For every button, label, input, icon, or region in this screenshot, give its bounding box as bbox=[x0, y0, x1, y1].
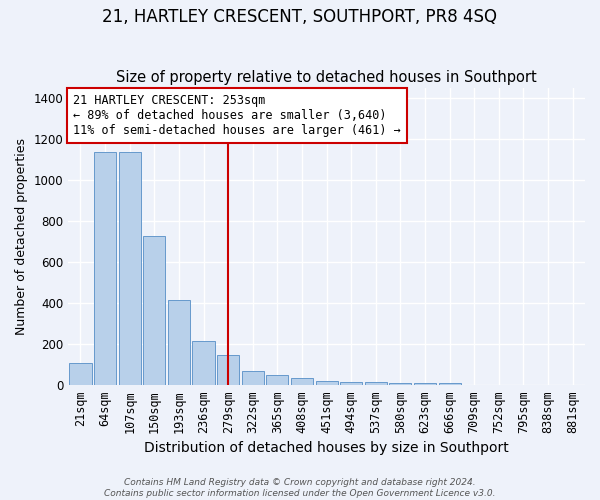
Bar bbox=[439, 384, 461, 385]
Bar bbox=[340, 382, 362, 385]
Text: 21, HARTLEY CRESCENT, SOUTHPORT, PR8 4SQ: 21, HARTLEY CRESCENT, SOUTHPORT, PR8 4SQ bbox=[103, 8, 497, 26]
Bar bbox=[94, 152, 116, 385]
Bar bbox=[217, 356, 239, 385]
Bar bbox=[242, 370, 264, 385]
Bar bbox=[266, 375, 289, 385]
Bar bbox=[389, 382, 412, 385]
Bar bbox=[414, 382, 436, 385]
Text: 21 HARTLEY CRESCENT: 253sqm
← 89% of detached houses are smaller (3,640)
11% of : 21 HARTLEY CRESCENT: 253sqm ← 89% of det… bbox=[73, 94, 401, 137]
Bar bbox=[143, 236, 166, 385]
Bar bbox=[70, 362, 92, 385]
Bar bbox=[119, 152, 141, 385]
Y-axis label: Number of detached properties: Number of detached properties bbox=[15, 138, 28, 335]
Bar bbox=[365, 382, 387, 385]
Bar bbox=[168, 300, 190, 385]
Bar bbox=[291, 378, 313, 385]
Text: Contains HM Land Registry data © Crown copyright and database right 2024.
Contai: Contains HM Land Registry data © Crown c… bbox=[104, 478, 496, 498]
Bar bbox=[316, 382, 338, 385]
X-axis label: Distribution of detached houses by size in Southport: Distribution of detached houses by size … bbox=[144, 441, 509, 455]
Bar bbox=[193, 341, 215, 385]
Title: Size of property relative to detached houses in Southport: Size of property relative to detached ho… bbox=[116, 70, 537, 86]
